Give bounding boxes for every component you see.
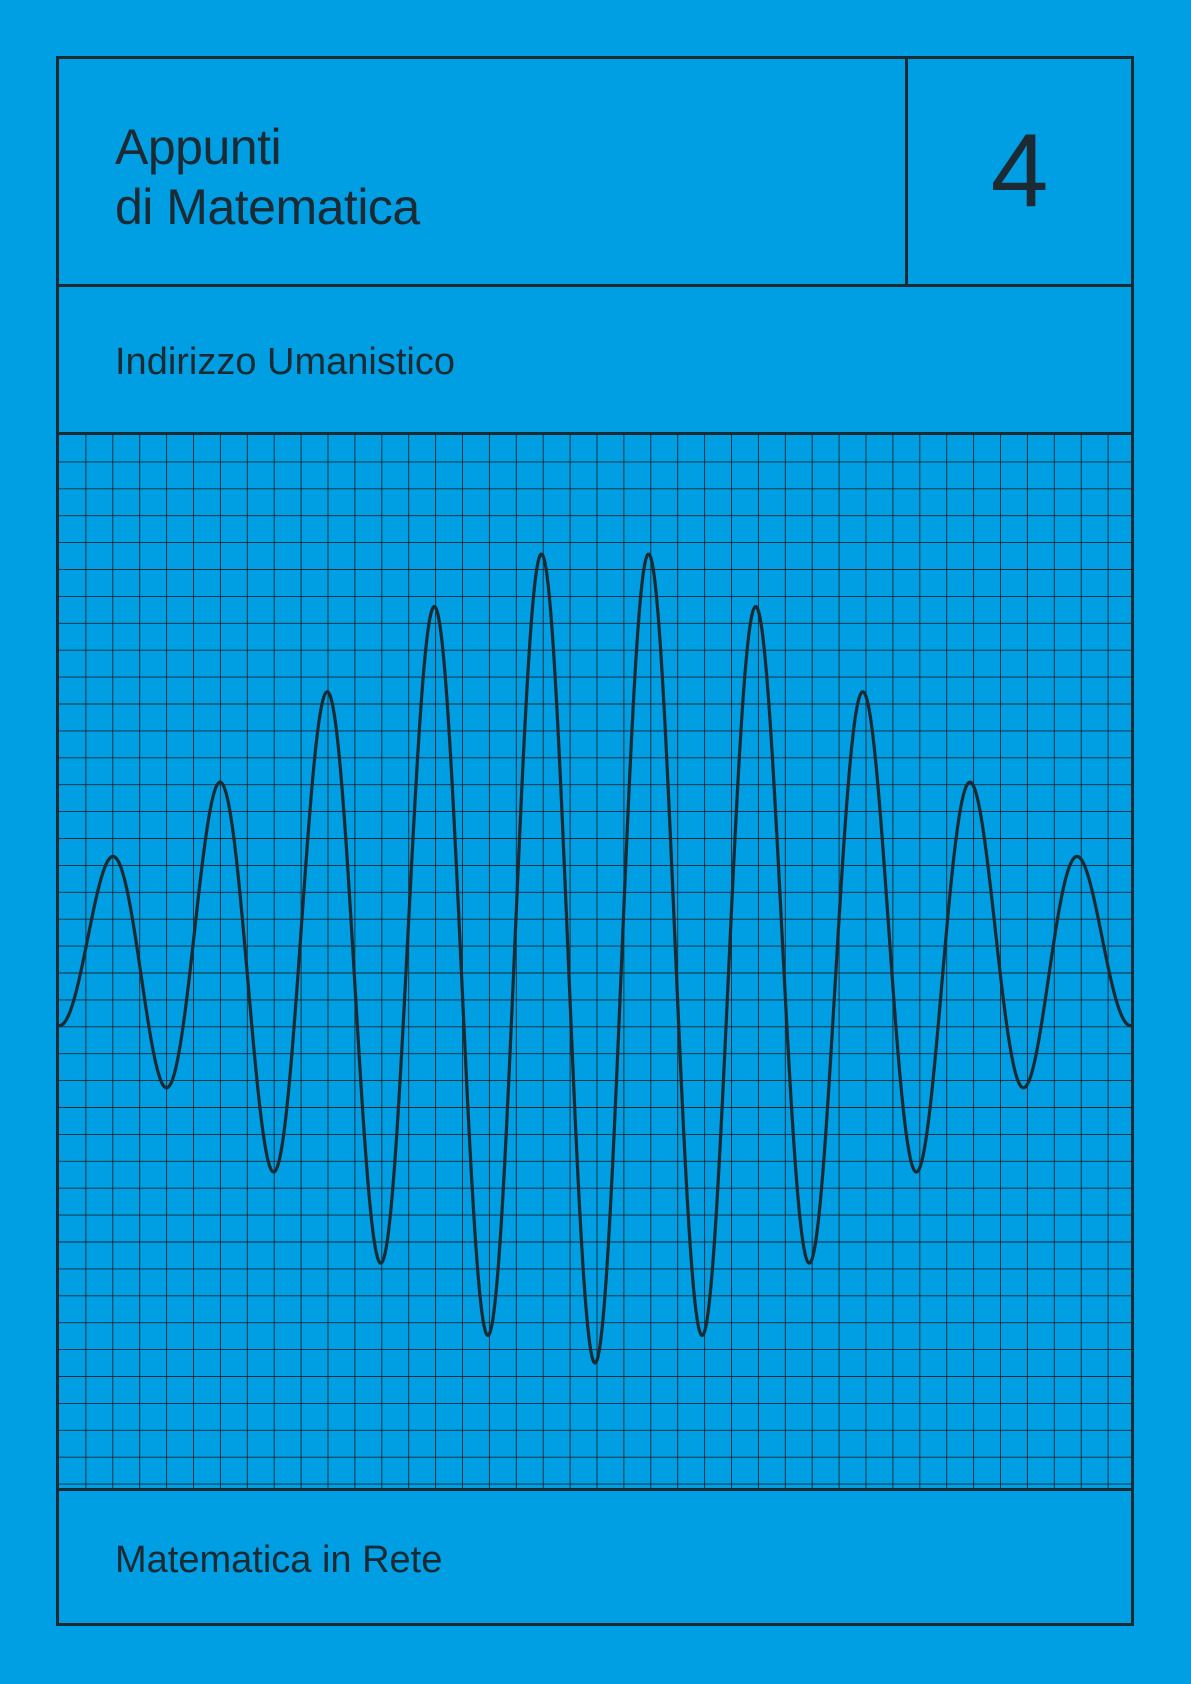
cover-frame: Appunti di Matematica 4 Indirizzo Umanis…	[56, 56, 1134, 1626]
illustration-row	[59, 435, 1131, 1491]
title-line-2: di Matematica	[115, 179, 420, 235]
subtitle: Indirizzo Umanistico	[115, 341, 455, 383]
graph-paper-grid	[59, 435, 1131, 1488]
publisher-name: Matematica in Rete	[115, 1539, 443, 1581]
book-title: Appunti di Matematica	[115, 117, 420, 237]
subtitle-row: Indirizzo Umanistico	[59, 287, 1131, 435]
header-row: Appunti di Matematica 4	[59, 59, 1131, 287]
title-line-1: Appunti	[115, 119, 282, 175]
modulated-sine-wave-icon	[59, 435, 1131, 1488]
wave-curve	[59, 552, 1131, 1365]
volume-number: 4	[990, 113, 1049, 229]
title-cell: Appunti di Matematica	[59, 59, 908, 284]
footer-row: Matematica in Rete	[59, 1491, 1131, 1623]
